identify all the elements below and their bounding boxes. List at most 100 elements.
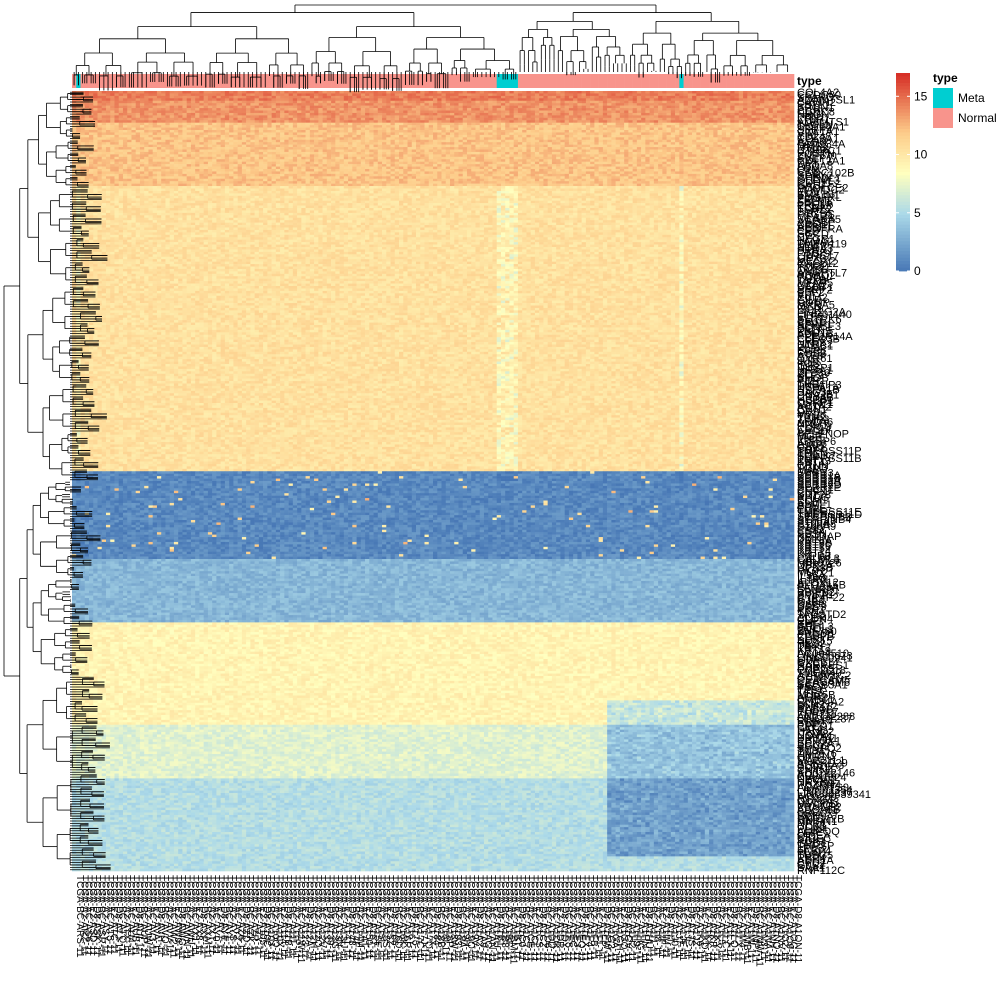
heatmap-cell: [484, 106, 489, 109]
heatmap-cell: [645, 113, 650, 116]
heatmap-cell: [577, 113, 582, 116]
heatmap-cell: [573, 96, 578, 99]
heatmap-cell: [671, 91, 676, 94]
heatmap-cell: [327, 106, 332, 109]
heatmap-cell: [399, 111, 404, 114]
heatmap-cell: [739, 111, 744, 114]
heatmap-cell: [233, 93, 238, 96]
heatmap-cell: [450, 93, 455, 96]
heatmap-cell: [250, 96, 255, 99]
heatmap-cell: [484, 96, 489, 99]
heatmap-cell: [552, 111, 557, 114]
heatmap-cell: [713, 96, 718, 99]
heatmap-cell: [633, 111, 638, 114]
heatmap-cell: [671, 98, 676, 101]
heatmap-cell: [777, 111, 782, 114]
heatmap-cell: [633, 93, 638, 96]
heatmap-cell: [696, 93, 701, 96]
heatmap-cell: [637, 93, 642, 96]
heatmap-cell: [480, 98, 485, 101]
heatmap-cell: [238, 98, 243, 101]
heatmap-cell: [187, 96, 192, 99]
heatmap-cell: [136, 98, 141, 101]
heatmap-cell: [97, 91, 102, 94]
heatmap-cell: [543, 98, 548, 101]
heatmap-cell: [357, 93, 362, 96]
heatmap-cell: [199, 98, 204, 101]
heatmap-cell: [110, 113, 115, 116]
heatmap-cell: [437, 96, 442, 99]
heatmap-cell: [543, 96, 548, 99]
heatmap-cell: [509, 101, 514, 104]
heatmap-cell: [102, 108, 107, 111]
heatmap-cell: [509, 98, 514, 101]
heatmap-cell: [250, 106, 255, 109]
heatmap-cell: [526, 113, 531, 116]
heatmap-cell: [174, 93, 179, 96]
heatmap-cell: [182, 111, 187, 114]
heatmap-cell: [187, 98, 192, 101]
heatmap-cell: [548, 113, 553, 116]
heatmap-cell: [594, 91, 599, 94]
heatmap-cell: [212, 106, 217, 109]
heatmap-cell: [535, 111, 540, 114]
heatmap-cell: [97, 98, 102, 101]
heatmap-cell: [216, 93, 221, 96]
heatmap-cell: [747, 108, 752, 111]
heatmap-cell: [191, 98, 196, 101]
heatmap-cell: [119, 96, 124, 99]
heatmap-cell: [191, 113, 196, 116]
heatmap-cell: [539, 101, 544, 104]
heatmap-cell: [331, 101, 336, 104]
heatmap-cell: [127, 113, 132, 116]
heatmap-cell: [221, 91, 226, 94]
heatmap-cell: [344, 108, 349, 111]
heatmap-cell: [301, 91, 306, 94]
heatmap-cell: [102, 111, 107, 114]
heatmap-cell: [599, 98, 604, 101]
heatmap-cell: [289, 113, 294, 116]
heatmap-cell: [259, 98, 264, 101]
heatmap-cell: [123, 108, 128, 111]
heatmap-cell: [569, 96, 574, 99]
heatmap-cell: [161, 98, 166, 101]
heatmap-cell: [335, 93, 340, 96]
heatmap-cell: [743, 93, 748, 96]
heatmap-cell: [187, 111, 192, 114]
heatmap-cell: [365, 106, 370, 109]
heatmap-cell: [679, 96, 684, 99]
heatmap-cell: [475, 108, 480, 111]
heatmap-cell: [382, 111, 387, 114]
heatmap-cell: [131, 106, 136, 109]
heatmap-cell: [233, 96, 238, 99]
heatmap-cell: [229, 101, 234, 104]
heatmap-cell: [705, 103, 710, 106]
heatmap-cell: [760, 108, 765, 111]
heatmap-cell: [374, 98, 379, 101]
heatmap-cell: [327, 103, 332, 106]
heatmap-cell: [582, 91, 587, 94]
heatmap-cell: [403, 96, 408, 99]
heatmap-cell: [590, 103, 595, 106]
heatmap-cell: [170, 113, 175, 116]
heatmap-cell: [106, 108, 111, 111]
heatmap-cell: [382, 91, 387, 94]
heatmap-cell: [569, 108, 574, 111]
heatmap-cell: [136, 111, 141, 114]
heatmap-cell: [335, 96, 340, 99]
heatmap-cell: [713, 106, 718, 109]
heatmap-cell: [161, 101, 166, 104]
heatmap-cell: [582, 108, 587, 111]
heatmap-cell: [586, 106, 591, 109]
heatmap-cell: [743, 111, 748, 114]
heatmap-cell: [705, 108, 710, 111]
heatmap-cell: [225, 96, 230, 99]
heatmap-cell: [667, 108, 672, 111]
heatmap-cell: [467, 101, 472, 104]
heatmap-cell: [420, 111, 425, 114]
heatmap-cell: [323, 98, 328, 101]
heatmap-cell: [272, 96, 277, 99]
heatmap-cell: [560, 96, 565, 99]
heatmap-cell: [242, 93, 247, 96]
